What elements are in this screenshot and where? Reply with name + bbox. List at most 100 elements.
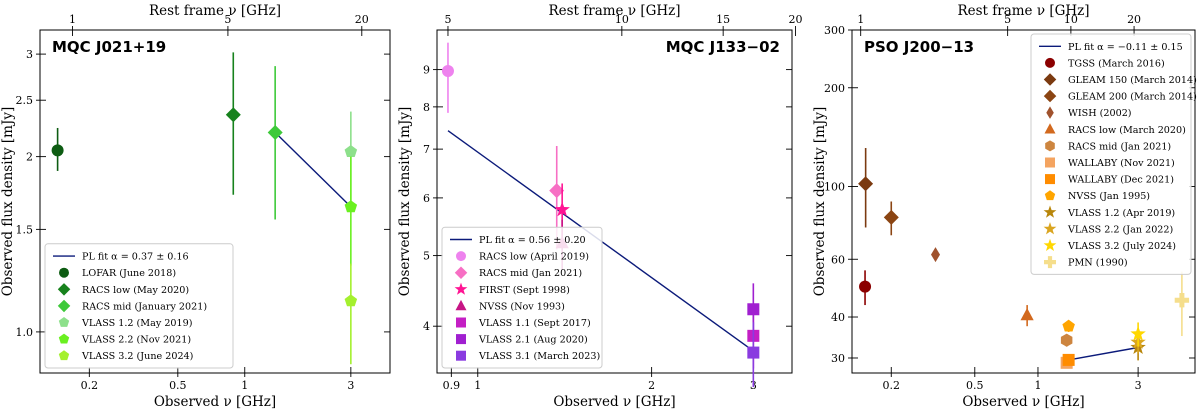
fit-line <box>1068 346 1139 361</box>
top-tick-label: 5 <box>224 13 231 26</box>
legend-marker <box>1045 157 1055 168</box>
y-tick-label: 7 <box>423 143 430 156</box>
legend-label: RACS low (May 2020) <box>82 285 189 296</box>
y-tick-label: 40 <box>831 311 845 324</box>
legend-label: PL fit α = 0.37 ± 0.16 <box>82 252 189 263</box>
legend-label: RACS mid (Jan 2021) <box>479 268 582 279</box>
top-tick-label: 10 <box>615 13 629 26</box>
top-tick-label: 15 <box>716 13 730 26</box>
legend-label: RACS mid (Jan 2021) <box>1068 141 1171 152</box>
legend-label: RACS low (March 2020) <box>1068 125 1186 136</box>
legend-label: WISH (2002) <box>1068 108 1132 119</box>
y-tick-label: 4 <box>423 320 430 333</box>
y-tick-label: 200 <box>824 82 845 95</box>
y-tick-label: 3 <box>26 48 33 61</box>
top-axis-label: Rest frame ν [GHz] <box>548 3 680 19</box>
legend-label: WALLABY (Dec 2021) <box>1068 175 1174 186</box>
chart-panel-2: 0.91235101520456789Observed ν [GHz]Rest … <box>397 3 803 410</box>
legend-label: FIRST (Sept 1998) <box>479 285 570 296</box>
legend-marker <box>1043 89 1057 103</box>
legend-label: VLASS 1.1 (Sept 2017) <box>478 318 591 329</box>
legend-label: VLASS 1.2 (May 2019) <box>81 318 192 329</box>
data-point <box>267 125 283 140</box>
legend-label: TGSS (March 2016) <box>1068 58 1165 69</box>
legend-label: VLASS 3.1 (March 2023) <box>478 351 600 362</box>
data-point <box>1130 325 1146 341</box>
legend-marker <box>454 266 468 279</box>
x-tick-label: 0.2 <box>883 379 901 392</box>
x-tick-label: 3 <box>1135 379 1142 392</box>
top-tick-label: 20 <box>789 13 803 26</box>
legend-marker <box>455 299 467 311</box>
legend-label: RACS low (April 2019) <box>479 252 589 263</box>
legend-label: VLASS 2.2 (Nov 2021) <box>81 335 191 346</box>
x-tick-label: 0.5 <box>169 379 187 392</box>
y-tick-label: 1.5 <box>16 223 34 236</box>
legend-marker <box>456 251 466 262</box>
y-tick-label: 2.5 <box>16 94 34 107</box>
legend-marker <box>1043 222 1057 235</box>
data-point <box>747 303 760 316</box>
legend-marker <box>57 283 71 296</box>
legend: PL fit α = −0.11 ± 0.15 TGSS (March 2016)… <box>1030 33 1197 275</box>
x-tick-label: 0.2 <box>81 379 99 392</box>
legend: PL fit α = 0.56 ± 0.20 RACS low (April 20… <box>441 226 603 369</box>
data-point <box>859 280 872 293</box>
x-axis-label: Observed ν [GHz] <box>962 394 1084 410</box>
chart-title: PSO J200−13 <box>864 38 974 56</box>
legend-marker <box>456 334 466 345</box>
top-tick-label: 1 <box>69 13 76 26</box>
y-tick-label: 1.0 <box>16 326 34 339</box>
x-tick-label: 3 <box>347 379 354 392</box>
y-tick-label: 100 <box>824 180 845 193</box>
y-tick-label: 30 <box>831 352 845 365</box>
legend-label: VLASS 2.1 (Aug 2020) <box>478 335 588 346</box>
data-point <box>747 346 760 359</box>
legend-marker <box>456 317 466 328</box>
top-axis-label: Rest frame ν [GHz] <box>149 3 281 19</box>
legend-label: VLASS 3.2 (July 2024) <box>1067 241 1176 252</box>
legend-marker <box>58 317 70 327</box>
top-axis-label: Rest frame ν [GHz] <box>957 3 1089 19</box>
y-axis-label: Observed flux density [mJy] <box>812 107 828 297</box>
x-tick-label: 1 <box>1034 379 1041 392</box>
legend-marker <box>58 350 70 361</box>
legend-label: VLASS 1.2 (Apr 2019) <box>1067 208 1175 219</box>
x-tick-label: 0.9 <box>443 379 461 392</box>
top-tick-label: 10 <box>1064 13 1078 26</box>
y-tick-label: 60 <box>831 253 845 266</box>
legend-label: WALLABY (Nov 2021) <box>1068 158 1175 169</box>
data-point <box>554 201 570 217</box>
legend-marker <box>58 333 70 344</box>
y-tick-label: 6 <box>423 192 430 205</box>
top-tick-label: 20 <box>1127 13 1141 26</box>
legend-marker <box>456 350 466 361</box>
top-tick-label: 5 <box>1004 13 1011 26</box>
legend-marker <box>57 299 71 313</box>
data-point <box>1060 333 1073 347</box>
legend-label: VLASS 2.2 (Jan 2022) <box>1067 224 1173 235</box>
legend-marker <box>1043 205 1057 218</box>
x-axis-label: Observed ν [GHz] <box>553 394 675 410</box>
data-point <box>1020 308 1034 321</box>
x-tick-label: 1 <box>241 379 248 392</box>
data-point <box>344 294 358 307</box>
data-point <box>51 144 64 157</box>
chart-panel-3: 0.2 0.5 1 3 1 5 10 20 30 40 60 100 200 300 Observed ν … <box>812 3 1197 410</box>
chart-panel-1: 0.2 0.5 1 3 1 5 20 1.0 1.5 2 2.5 3 Observed ν [GHz] R… <box>0 3 391 410</box>
x-tick-label: 1 <box>474 379 481 392</box>
top-tick-label: 20 <box>355 13 369 26</box>
legend-marker <box>1044 256 1056 269</box>
legend-marker <box>1044 190 1056 201</box>
y-tick-label: 8 <box>423 101 430 114</box>
legend-marker <box>1044 123 1056 134</box>
fit-line <box>274 132 352 208</box>
legend-marker <box>454 282 468 295</box>
plot-frame <box>851 29 1196 374</box>
data-point <box>1174 293 1190 308</box>
y-tick-label: 2 <box>26 151 33 164</box>
legend-box <box>44 243 234 369</box>
y-axis-label: Observed flux density [mJy] <box>0 107 16 297</box>
data-point <box>883 209 899 225</box>
legend-label: GLEAM 150 (March 2014) <box>1068 75 1197 86</box>
